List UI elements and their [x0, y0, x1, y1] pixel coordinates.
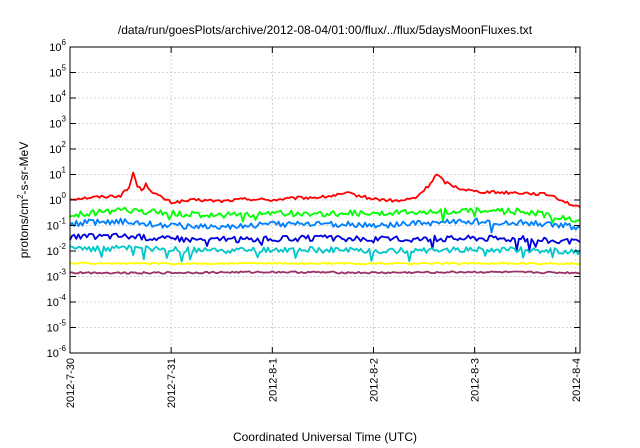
y-tick-exp: -4 [59, 293, 67, 302]
y-tick-exp: 6 [62, 38, 67, 47]
y-tick-label: 100 [49, 191, 66, 207]
y-tick-exp: -5 [59, 319, 67, 328]
y-tick-label: 103 [49, 115, 66, 131]
y-tick-label: 10-5 [47, 319, 67, 335]
y-tick-exp: 1 [62, 166, 67, 175]
y-tick-base: 10 [47, 297, 59, 309]
y-tick-label: 101 [49, 166, 66, 182]
y-tick-base: 10 [49, 144, 61, 156]
series-line [69, 206, 581, 224]
y-tick-base: 10 [49, 68, 61, 80]
y-tick-base: 10 [47, 272, 59, 284]
y-tick-base: 10 [49, 42, 61, 54]
y-tick-exp: -6 [59, 344, 67, 353]
series-line [69, 244, 581, 263]
y-tick-exp: 5 [62, 64, 67, 73]
y-tick-label: 10-4 [47, 293, 67, 309]
y-axis-label-sup: 2 [16, 194, 25, 199]
y-tick-label: 10-1 [47, 217, 67, 233]
y-axis-label: protons/cm2-s-sr-MeV [16, 142, 31, 258]
y-tick-base: 10 [47, 323, 59, 335]
y-tick-label: 105 [49, 64, 66, 80]
series-line [69, 270, 581, 275]
y-tick-label: 10-3 [47, 268, 67, 284]
x-axis-label: Coordinated Universal Time (UTC) [233, 430, 417, 444]
y-tick-label: 106 [49, 38, 66, 54]
series-line [69, 261, 581, 266]
y-tick-exp: -3 [59, 268, 67, 277]
x-tick-labels: 2012-7-30 2012-7-31 2012-8-1 2012-8-2 2012-8… [65, 358, 583, 408]
x-tick-label: 2012-8-4 [571, 358, 583, 402]
x-tick-label: 2012-7-31 [166, 358, 178, 408]
y-tick-exp: 3 [62, 115, 67, 124]
series-layer [69, 171, 581, 275]
tick-marks [69, 46, 580, 354]
y-tick-base: 10 [49, 93, 61, 105]
y-tick-base: 10 [49, 170, 61, 182]
y-tick-label: 10-2 [47, 242, 67, 258]
y-tick-exp: -2 [59, 242, 67, 251]
x-tick-label: 2012-8-1 [267, 358, 279, 402]
y-tick-labels: 10-610-510-410-310-210-11001011021031041… [47, 38, 67, 360]
y-tick-base: 10 [47, 221, 59, 233]
y-tick-base: 10 [49, 195, 61, 207]
y-tick-base: 10 [47, 246, 59, 258]
x-tick-label: 2012-8-2 [368, 358, 380, 402]
y-tick-label: 104 [49, 89, 66, 105]
y-tick-base: 10 [47, 348, 59, 360]
y-tick-label: 10-6 [47, 344, 67, 360]
x-tick-label: 2012-7-30 [65, 358, 77, 408]
y-tick-exp: -1 [59, 217, 67, 226]
y-axis-label-rest: -s-sr-MeV [17, 142, 31, 195]
y-axis-label-base: protons/cm [17, 199, 31, 258]
y-tick-exp: 0 [62, 191, 67, 200]
y-tick-label: 102 [49, 140, 66, 156]
series-line [69, 171, 581, 208]
chart-title: /data/run/goesPlots/archive/2012-08-04/0… [118, 23, 533, 37]
grid [69, 47, 580, 353]
series-line [69, 217, 581, 234]
y-tick-exp: 4 [62, 89, 67, 98]
x-tick-label: 2012-8-3 [470, 358, 482, 402]
series-line [69, 232, 581, 252]
y-tick-base: 10 [49, 119, 61, 131]
y-tick-exp: 2 [62, 140, 67, 149]
